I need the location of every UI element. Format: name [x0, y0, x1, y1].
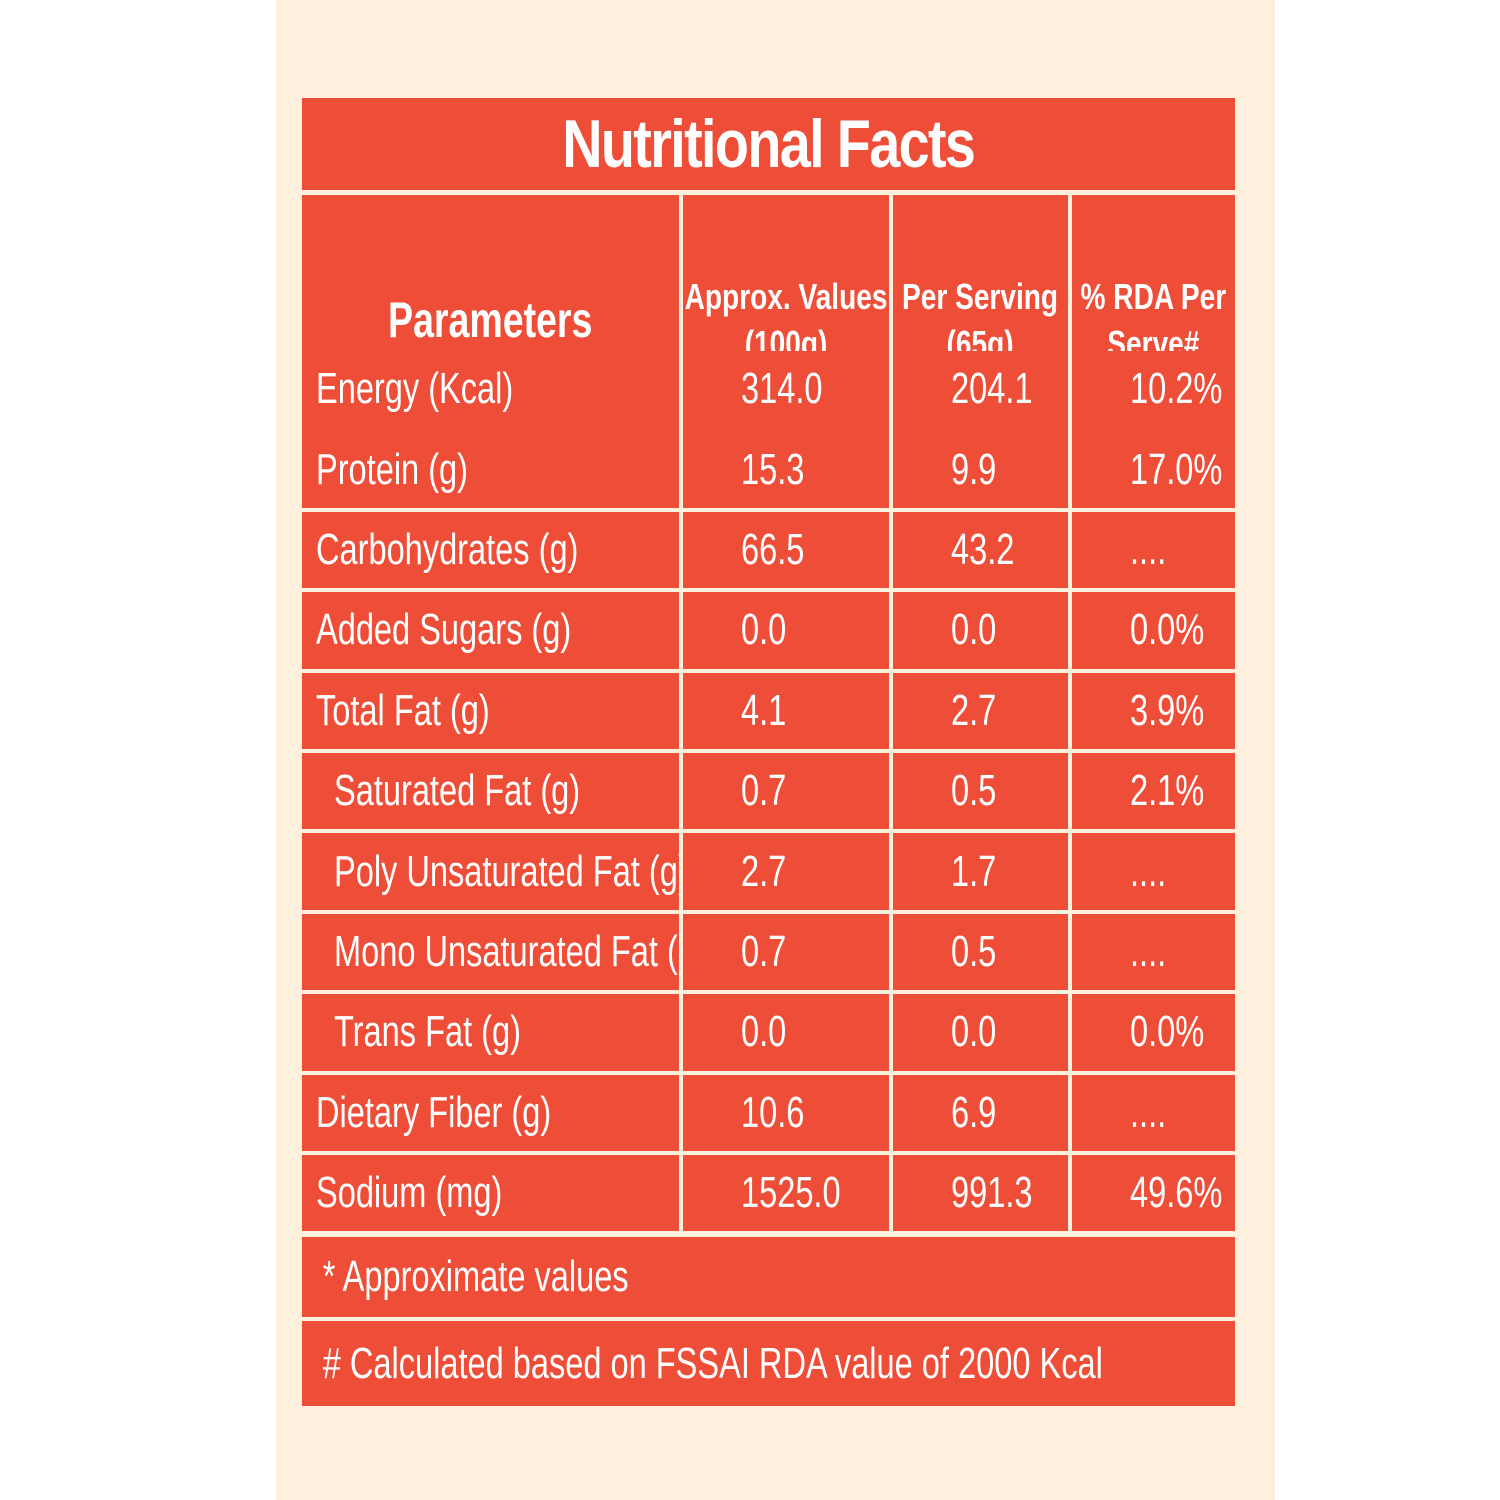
row-approx-cell: 10.6: [683, 1074, 889, 1151]
row-serving-cell: 43.2: [893, 511, 1068, 589]
row-approx-text: 314.0: [741, 364, 823, 414]
row-name-cell: Total Fat (g): [302, 672, 679, 749]
row-approx-text: 2.7: [741, 846, 787, 896]
row-approx-cell: 1525.0: [683, 1155, 889, 1232]
row-rda-cell: 0.0%: [1072, 592, 1235, 669]
header-approx-values-label: Approx. Values (100g): [684, 275, 888, 364]
row-approx-text: 0.0: [741, 1007, 787, 1057]
row-name-text: Energy (Kcal): [316, 364, 514, 414]
row-name-text: Sodium (mg): [316, 1168, 503, 1218]
row-rda-text: 2.1%: [1130, 766, 1205, 816]
row-rda-text: 17.0%: [1130, 444, 1223, 494]
row-rda-text: 0.0%: [1130, 1007, 1205, 1057]
row-serving-text: 991.3: [951, 1168, 1033, 1218]
row-rda-cell: 17.0%: [1072, 431, 1235, 508]
row-serving-cell: 204.1: [893, 351, 1068, 428]
row-rda-text: ....: [1130, 846, 1167, 896]
row-approx-cell: 0.7: [683, 753, 889, 830]
row-name-text: Total Fat (g): [316, 685, 490, 735]
row-name-cell: Trans Fat (g): [302, 994, 679, 1071]
row-rda-cell: ....: [1072, 1074, 1235, 1151]
row-serving-text: 1.7: [951, 846, 997, 896]
row-name-text: Saturated Fat (g): [334, 766, 581, 816]
row-name-text: Protein (g): [316, 444, 469, 494]
row-approx-text: 0.0: [741, 605, 787, 655]
row-serving-cell: 0.0: [893, 592, 1068, 669]
row-approx-cell: 2.7: [683, 833, 889, 910]
footnote-approximate-text: * Approximate values: [322, 1252, 629, 1301]
row-approx-cell: 15.3: [683, 431, 889, 508]
row-rda-cell: 10.2%: [1072, 351, 1235, 428]
row-rda-text: ....: [1130, 524, 1167, 574]
row-rda-cell: 2.1%: [1072, 753, 1235, 830]
row-rda-cell: 3.9%: [1072, 672, 1235, 749]
row-name-cell: Energy (Kcal): [302, 351, 679, 428]
row-serving-cell: 9.9: [893, 431, 1068, 508]
row-serving-text: 6.9: [951, 1087, 997, 1137]
row-name-cell: Carbohydrates (g): [302, 511, 679, 589]
row-rda-text: 49.6%: [1130, 1168, 1223, 1218]
footnote-approximate: * Approximate values: [302, 1237, 1235, 1317]
row-name-cell: Added Sugars (g): [302, 592, 679, 669]
title-bar: Nutritional Facts: [302, 98, 1235, 190]
row-serving-text: 0.0: [951, 1007, 997, 1057]
row-serving-cell: 991.3: [893, 1155, 1068, 1232]
row-approx-text: 4.1: [741, 685, 787, 735]
row-name-cell: Sodium (mg): [302, 1155, 679, 1232]
footnote-rda-text: # Calculated based on FSSAI RDA value of…: [322, 1338, 1103, 1388]
row-rda-text: 3.9%: [1130, 685, 1205, 735]
row-serving-cell: 0.5: [893, 913, 1068, 991]
row-rda-cell: ....: [1072, 913, 1235, 991]
row-serving-text: 43.2: [951, 524, 1015, 574]
row-name-cell: Protein (g): [302, 431, 679, 508]
row-approx-cell: 314.0: [683, 351, 889, 428]
row-name-cell: Poly Unsaturated Fat (g): [302, 833, 679, 910]
row-approx-cell: 0.7: [683, 913, 889, 991]
row-rda-text: 10.2%: [1130, 364, 1223, 414]
header-parameters-label: Parameters: [388, 292, 593, 348]
row-approx-text: 15.3: [741, 444, 805, 494]
row-rda-cell: ....: [1072, 511, 1235, 589]
row-serving-cell: 1.7: [893, 833, 1068, 910]
table-title: Nutritional Facts: [562, 106, 976, 182]
row-approx-text: 66.5: [741, 524, 805, 574]
row-name-text: Trans Fat (g): [334, 1007, 521, 1057]
row-approx-text: 0.7: [741, 926, 787, 976]
row-name-cell: Dietary Fiber (g): [302, 1074, 679, 1151]
row-serving-cell: 0.0: [893, 994, 1068, 1071]
row-name-text: Poly Unsaturated Fat (g): [334, 846, 679, 896]
footnote-rda: # Calculated based on FSSAI RDA value of…: [302, 1321, 1235, 1406]
row-serving-cell: 0.5: [893, 753, 1068, 830]
row-rda-cell: 49.6%: [1072, 1155, 1235, 1232]
row-name-text: Dietary Fiber (g): [316, 1087, 552, 1137]
row-rda-cell: 0.0%: [1072, 994, 1235, 1071]
row-name-text: Mono Unsaturated Fat (g): [334, 926, 679, 976]
row-approx-cell: 0.0: [683, 994, 889, 1071]
nutrition-facts-table: Nutritional Facts Parameters Approx. Val…: [302, 98, 1235, 1406]
row-name-cell: Saturated Fat (g): [302, 753, 679, 830]
row-approx-text: 1525.0: [741, 1168, 841, 1218]
row-serving-cell: 6.9: [893, 1074, 1068, 1151]
row-serving-text: 2.7: [951, 685, 997, 735]
row-name-text: Added Sugars (g): [316, 605, 572, 655]
row-approx-text: 0.7: [741, 766, 787, 816]
row-serving-text: 0.5: [951, 926, 997, 976]
row-approx-cell: 4.1: [683, 672, 889, 749]
row-serving-text: 9.9: [951, 444, 997, 494]
row-approx-text: 10.6: [741, 1087, 805, 1137]
row-serving-text: 0.0: [951, 605, 997, 655]
row-name-text: Carbohydrates (g): [316, 524, 579, 574]
row-serving-cell: 2.7: [893, 672, 1068, 749]
row-name-cell: Mono Unsaturated Fat (g): [302, 913, 679, 991]
row-rda-text: ....: [1130, 1087, 1167, 1137]
row-rda-text: 0.0%: [1130, 605, 1205, 655]
row-serving-text: 0.5: [951, 766, 997, 816]
row-approx-cell: 66.5: [683, 511, 889, 589]
row-rda-cell: ....: [1072, 833, 1235, 910]
row-rda-text: ....: [1130, 926, 1167, 976]
row-serving-text: 204.1: [951, 364, 1033, 414]
row-approx-cell: 0.0: [683, 592, 889, 669]
